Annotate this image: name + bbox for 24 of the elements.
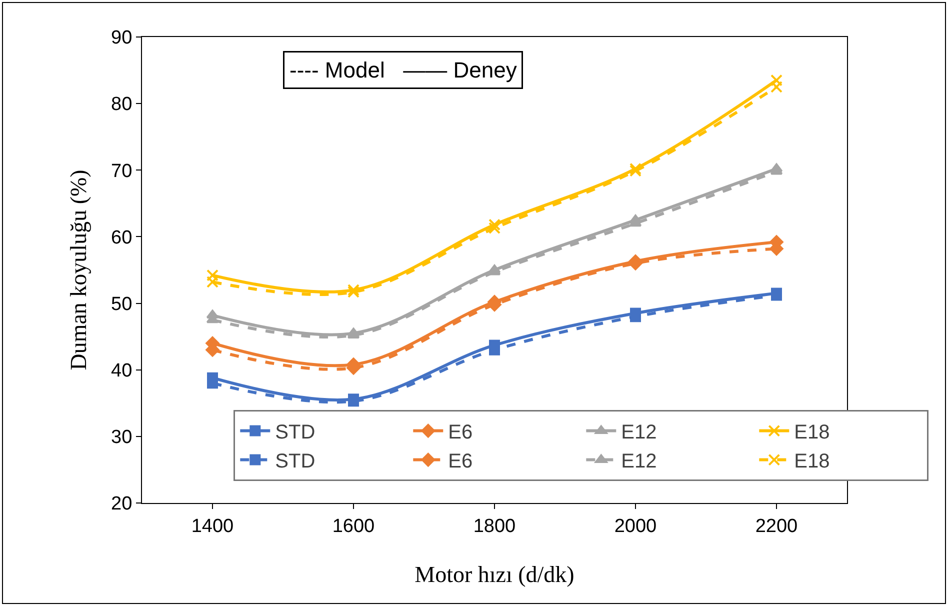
y-tick-label: 50 [111, 294, 132, 315]
y-tick-label: 30 [111, 427, 132, 448]
y-tick-label: 90 [111, 28, 132, 49]
legend-label: E12 [621, 422, 657, 444]
legend-label: STD [275, 450, 316, 473]
legend-label: E18 [794, 422, 830, 444]
x-tick-label: 2200 [755, 516, 798, 537]
legend-label: E6 [448, 450, 473, 473]
annotation: ---- Model —— Deney [290, 58, 517, 82]
y-tick-label: 80 [111, 94, 132, 116]
legend-label: E12 [621, 450, 657, 473]
x-tick-label: 1800 [473, 516, 516, 537]
y-axis-title: Duman koyuluğu (%) [66, 170, 91, 370]
x-tick-label: 2000 [614, 516, 657, 537]
y-tick-label: 60 [111, 227, 132, 248]
x-axis-title: Motor hızı (d/dk) [414, 562, 574, 587]
x-tick-label: 1600 [332, 516, 375, 537]
legend-label: STD [275, 422, 316, 444]
y-tick-label: 70 [111, 160, 132, 182]
y-tick-label: 40 [111, 360, 132, 382]
legend-label: E6 [448, 422, 473, 444]
y-tick-label: 20 [111, 494, 132, 515]
x-tick-label: 1400 [191, 516, 234, 537]
legend-label: E18 [794, 450, 830, 473]
